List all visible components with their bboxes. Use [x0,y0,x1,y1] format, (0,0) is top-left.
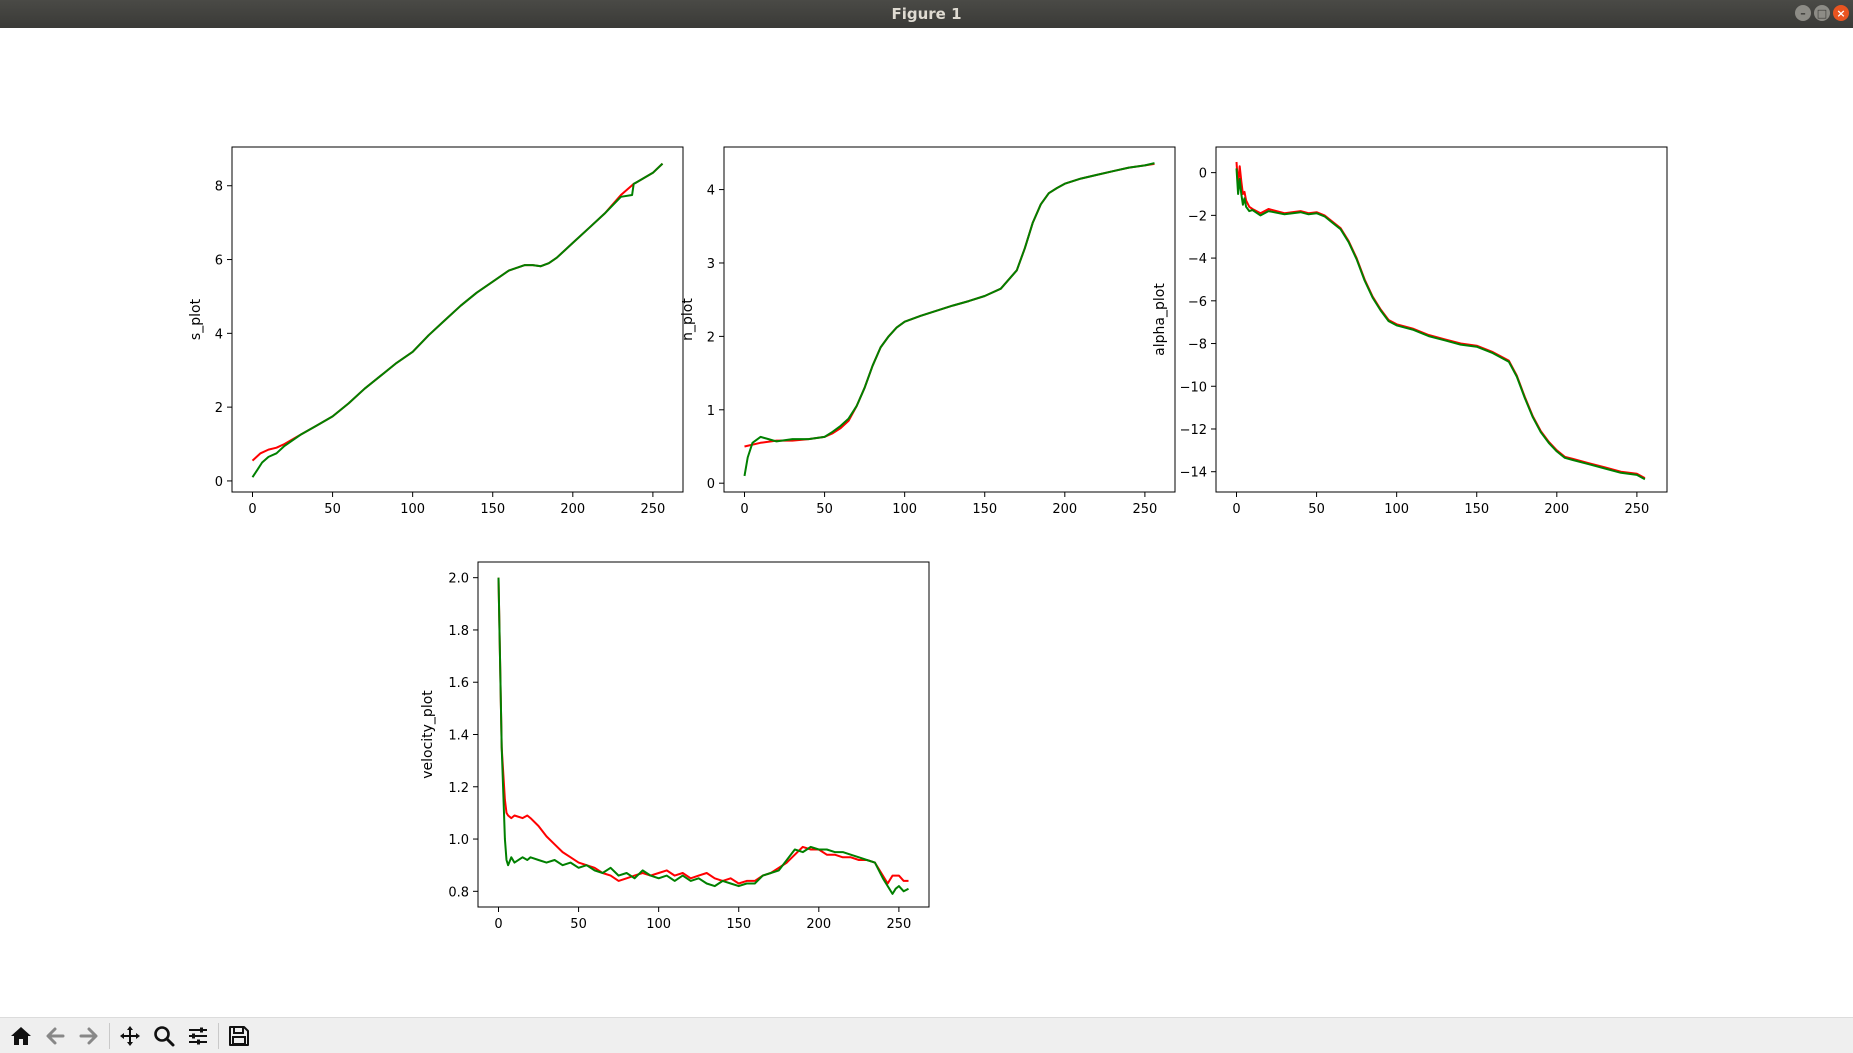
navigation-toolbar [0,1017,1853,1053]
y-tick-label: −14 [1180,466,1207,481]
series-line-reference [497,577,909,885]
y-tick-label: −2 [1188,209,1207,224]
zoom-icon [154,1025,175,1046]
x-tick-label: 50 [570,917,587,932]
toolbar-separator [109,1022,110,1049]
series-line-reference [744,162,1155,448]
axes-frame [1215,146,1668,493]
y-tick-label: 0 [1199,167,1207,182]
forward-button[interactable] [72,1019,106,1053]
back-button[interactable] [38,1019,72,1053]
x-tick-label: 0 [1232,502,1240,517]
y-tick-label: 0 [215,475,223,490]
window-title: Figure 1 [891,5,962,23]
y-tick-label: −4 [1188,252,1207,267]
y-axis-label: alpha_plot [1152,283,1168,356]
y-axis-label: n_plot [680,298,696,341]
configure-subplots-icon [189,1027,207,1044]
series-line-actual [497,577,909,895]
toolbar-separator [218,1022,219,1049]
x-tick-label: 100 [1384,502,1409,517]
home-button[interactable] [4,1019,38,1053]
y-tick-label: 6 [215,254,223,269]
zoom-button[interactable] [147,1019,181,1053]
pan-button[interactable] [113,1019,147,1053]
y-tick-label: −6 [1188,295,1207,310]
x-tick-label: 250 [886,917,911,932]
x-tick-label: 250 [1132,502,1157,517]
y-tick-label: 2 [707,330,715,345]
y-tick-label: 0 [707,477,715,492]
x-tick-label: 250 [1624,502,1649,517]
x-tick-label: 100 [892,502,917,517]
x-tick-label: 200 [1052,502,1077,517]
y-tick-label: 3 [707,257,715,272]
y-tick-label: −8 [1188,338,1207,353]
window-controls: – □ × [1795,5,1849,21]
y-tick-label: 1.0 [448,833,469,848]
x-tick-label: 200 [1544,502,1569,517]
y-tick-label: −12 [1180,423,1207,438]
y-tick-label: 1.4 [448,729,469,744]
y-tick-label: 0.8 [448,885,469,900]
x-tick-label: 100 [646,917,671,932]
pan-icon [120,1025,140,1046]
series-line-actual [251,162,664,478]
x-tick-label: 200 [806,917,831,932]
x-tick-label: 50 [1308,502,1325,517]
series-line-actual [1235,168,1646,481]
save-button[interactable] [222,1019,256,1053]
configure-subplots-button[interactable] [181,1019,215,1053]
home-icon [11,1026,31,1045]
y-tick-label: 2.0 [448,572,469,587]
subplot-1[interactable]: 0 50 100 150 200 250 0 2 4 6 8 s_plot [188,146,684,517]
y-tick-label: 4 [707,184,715,199]
x-tick-label: 0 [248,502,256,517]
save-icon [229,1025,249,1046]
x-tick-label: 100 [400,502,425,517]
axes-frame [477,561,930,908]
x-tick-label: 0 [740,502,748,517]
x-tick-label: 50 [816,502,833,517]
x-tick-label: 150 [1464,502,1489,517]
series-line-actual [743,162,1155,477]
x-tick-label: 200 [560,502,585,517]
close-icon[interactable]: × [1833,5,1849,21]
series-line-reference [1235,161,1646,479]
x-tick-label: 0 [494,917,502,932]
x-tick-label: 150 [726,917,751,932]
subplot-4[interactable]: 0 50 100 150 200 250 0.8 1.0 1.2 1.4 1.6 1.8 2.0 velo… [420,561,930,932]
x-tick-label: 150 [480,502,505,517]
x-tick-label: 150 [972,502,997,517]
series-line-reference [251,162,664,462]
y-axis-label: velocity_plot [420,690,436,779]
y-tick-label: 1.8 [448,624,469,639]
axes-frame [723,146,1176,493]
y-tick-label: 1.6 [448,676,469,691]
forward-icon [79,1027,98,1044]
y-tick-label: 8 [215,180,223,195]
y-tick-label: −10 [1180,380,1207,395]
axes-frame [231,146,684,493]
subplot-3[interactable]: 0 50 100 150 200 250 0 −2 −4 −6 −8 −10 −12 −14 alpha_p… [1152,146,1668,517]
y-tick-label: 4 [215,327,223,342]
y-tick-label: 2 [215,401,223,416]
y-axis-label: s_plot [188,298,204,340]
subplot-2[interactable]: 0 50 100 150 200 250 0 1 2 3 4 n_plot [680,146,1176,517]
window-titlebar[interactable]: Figure 1 – □ × [0,0,1853,28]
maximize-icon[interactable]: □ [1814,5,1830,21]
back-icon [46,1027,65,1044]
x-tick-label: 250 [640,502,665,517]
minimize-icon[interactable]: – [1795,5,1811,21]
y-tick-label: 1 [707,404,715,419]
x-tick-label: 50 [324,502,341,517]
y-tick-label: 1.2 [448,781,469,796]
